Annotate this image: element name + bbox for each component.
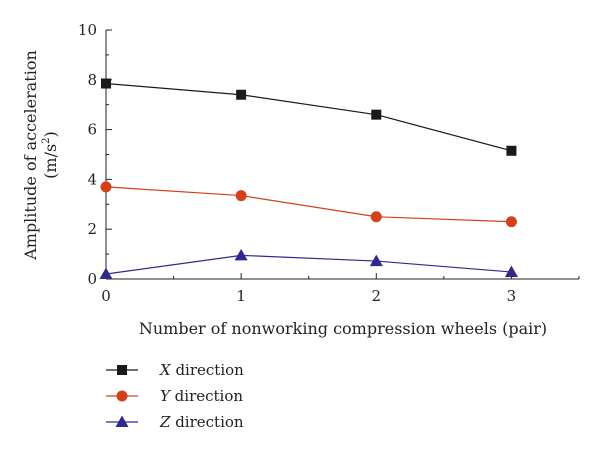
legend-var-z: Z bbox=[159, 413, 171, 431]
legend-marker-z bbox=[115, 415, 129, 427]
data-point-y bbox=[100, 181, 112, 193]
legend-label-z: Z direction bbox=[159, 413, 244, 431]
legend-word-y: direction bbox=[170, 387, 243, 405]
data-point-z bbox=[99, 267, 113, 280]
legend-item-z: Z direction bbox=[106, 413, 244, 431]
data-point-x bbox=[371, 109, 382, 120]
x-tick-label: 0 bbox=[101, 287, 111, 305]
y-tick-label: 0 bbox=[87, 270, 97, 288]
legend-item-x: X direction bbox=[106, 361, 244, 379]
y-tick-labels: 0 2 4 6 8 10 bbox=[78, 21, 97, 288]
x-tick-label: 1 bbox=[236, 287, 246, 305]
y-tick-label: 6 bbox=[87, 121, 97, 139]
series-x bbox=[101, 78, 517, 156]
y-tick-label: 10 bbox=[78, 21, 97, 39]
y-axis-title-line2: (m/s2) bbox=[41, 131, 60, 179]
x-tick-labels: 0 1 2 3 bbox=[101, 287, 516, 305]
y-tick-label: 2 bbox=[87, 220, 97, 238]
legend-marker-x bbox=[117, 365, 127, 375]
data-point-y bbox=[370, 211, 382, 223]
data-point-x bbox=[236, 89, 247, 100]
y-axis-unit-base: (m/s bbox=[41, 144, 60, 179]
legend-word-x: direction bbox=[171, 361, 244, 379]
y-axis-title: Amplitude of acceleration (m/s2) bbox=[21, 50, 60, 261]
legend-marker-y bbox=[116, 390, 128, 402]
data-point-y bbox=[505, 216, 517, 228]
data-point-y bbox=[235, 190, 247, 202]
data-point-z bbox=[504, 265, 518, 278]
series-group bbox=[99, 78, 518, 280]
data-point-z bbox=[369, 254, 383, 267]
data-point-z bbox=[234, 248, 248, 261]
y-axis-unit-end: ) bbox=[41, 131, 60, 137]
series-line-x bbox=[105, 82, 512, 152]
series-line-z bbox=[105, 254, 512, 275]
series-y bbox=[100, 181, 517, 228]
y-axis-unit-sup: 2 bbox=[41, 137, 52, 143]
y-tick-label: 4 bbox=[87, 170, 97, 188]
legend-var-y: Y bbox=[160, 387, 172, 405]
legend-var-x: X bbox=[159, 361, 172, 379]
series-line-y bbox=[105, 186, 512, 223]
data-point-x bbox=[101, 78, 111, 89]
y-axis-title-line1: Amplitude of acceleration bbox=[21, 50, 40, 261]
legend-item-y: Y direction bbox=[106, 387, 243, 405]
legend-word-z: direction bbox=[170, 413, 243, 431]
x-axis-title: Number of nonworking compression wheels … bbox=[139, 319, 547, 338]
legend-label-y: Y direction bbox=[160, 387, 243, 405]
y-tick-label: 8 bbox=[87, 71, 97, 89]
data-point-x bbox=[506, 145, 517, 156]
legend-label-x: X direction bbox=[159, 361, 244, 379]
x-tick-label: 2 bbox=[372, 287, 382, 305]
series-z bbox=[99, 248, 518, 280]
x-tick-label: 3 bbox=[507, 287, 517, 305]
